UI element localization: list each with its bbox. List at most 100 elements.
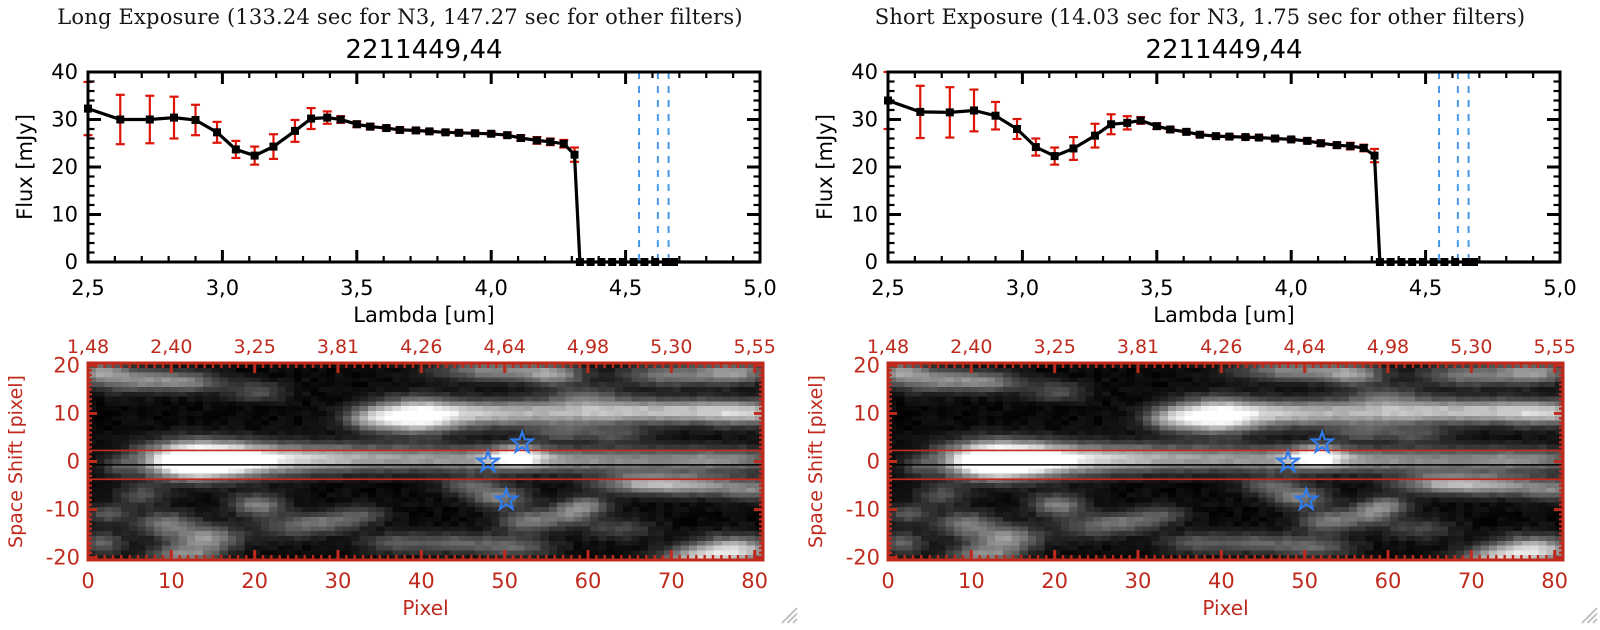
spectrum-ticks (86, 70, 762, 264)
x-tick-label: 2,5 (871, 276, 904, 300)
error-bars (883, 70, 1380, 166)
y-tick-label: 20 (51, 155, 78, 179)
pixel-tick-label: 0 (81, 569, 94, 593)
plot-overlay: 2211449,44 2,5 3,0 3,5 4,0 4,5 5,0 0 10 20 30 40 Lam… (5, 35, 798, 624)
flux-marker (559, 139, 568, 148)
wavelength-tick-label: 4,64 (1284, 336, 1326, 358)
pixel-tick-label: 10 (158, 569, 185, 593)
flux-marker (1287, 135, 1296, 144)
wavelength-tick-label: 5,30 (1450, 336, 1492, 358)
flux-marker (290, 126, 299, 135)
wavelength-tick-label: 3,25 (234, 336, 276, 358)
flux-marker (1031, 143, 1040, 152)
y-tick-label: 0 (865, 250, 878, 274)
space-shift-tick-label: 10 (853, 401, 880, 425)
spectrum-short: 2211449,44 2,5 3,0 3,5 4,0 4,5 5,0 0 10 20 30 40 Lam… (813, 35, 1577, 327)
x-tick-label: 5,0 (1543, 276, 1576, 300)
image-ticks (86, 363, 765, 560)
window-long-exposure: Long Exposure (133.24 sec for N3, 147.27… (5, 5, 798, 624)
flux-marker (145, 115, 154, 124)
resize-grip-line (781, 607, 798, 624)
pixel-tick-label: 20 (1041, 569, 1068, 593)
flux-marker (471, 129, 480, 138)
flux-marker (1303, 136, 1312, 145)
wavelength-tick-label: 2,40 (950, 336, 992, 358)
flux-marker (213, 128, 222, 137)
flux-marker (1166, 125, 1175, 134)
flux-marker (970, 106, 979, 115)
flux-marker (336, 115, 345, 124)
pixel-tick-label: 80 (1541, 569, 1568, 593)
flux-marker (570, 150, 579, 159)
x-tick-label: 3,5 (1140, 276, 1173, 300)
window-short-exposure: Short Exposure (14.03 sec for N3, 1.75 s… (800, 0, 1600, 630)
wavelength-tick-label: 1,48 (867, 336, 909, 358)
y-tick-label: 20 (851, 155, 878, 179)
wavelength-tick-label: 3,81 (1117, 336, 1159, 358)
window-title: Long Exposure (133.24 sec for N3, 147.27… (57, 5, 743, 29)
flux-marker (945, 108, 954, 117)
pixel-tick-label: 60 (575, 569, 602, 593)
flux-marker (395, 125, 404, 134)
x-tick-label: 4,5 (1409, 276, 1442, 300)
flux-marker (231, 145, 240, 154)
flux-marker (503, 131, 512, 140)
y-axis-label: Flux [mJy] (813, 114, 837, 220)
star-marker (1274, 447, 1302, 474)
wavelength-tick-label: 2,40 (150, 336, 192, 358)
pixel-tick-label: 30 (325, 569, 352, 593)
wavelength-tick-label: 4,26 (400, 336, 442, 358)
flux-marker (516, 134, 525, 143)
resize-grip-line (786, 612, 798, 624)
flux-marker (1123, 118, 1132, 127)
x-tick-label: 3,0 (1006, 276, 1039, 300)
flux-marker (1332, 141, 1341, 150)
y-tick-label: 0 (65, 250, 78, 274)
flux-marker (1090, 131, 1099, 140)
flux-marker (1211, 132, 1220, 141)
flux-marker (546, 137, 555, 146)
space-shift-tick-label: -20 (46, 546, 80, 570)
resize-grip-line (1586, 612, 1598, 624)
space-shift-tick-label: -10 (46, 498, 80, 522)
flux-marker (269, 142, 278, 151)
x-tick-label: 4,0 (474, 276, 507, 300)
flux-marker (1346, 142, 1355, 151)
flux-marker (532, 136, 541, 145)
wavelength-tick-label: 3,81 (317, 336, 359, 358)
y-tick-label: 30 (51, 108, 78, 132)
flux-marker (1271, 134, 1280, 143)
space-shift-tick-label: -10 (846, 498, 880, 522)
space-shift-axis-label: Space Shift [pixel] (805, 375, 827, 548)
pixel-tick-label: 70 (658, 569, 685, 593)
wavelength-tick-label: 4,98 (1367, 336, 1409, 358)
pixel-tick-label: 10 (958, 569, 985, 593)
flux-marker (425, 127, 434, 136)
x-tick-label: 5,0 (743, 276, 776, 300)
space-shift-tick-label: 0 (67, 450, 80, 474)
filter-wavelength-lines (1438, 72, 1470, 262)
flux-marker (250, 151, 259, 160)
space-shift-tick-label: 20 (853, 353, 880, 377)
star-marker (1292, 485, 1320, 512)
flux-marker (170, 113, 179, 122)
image-long: 0 10 20 30 40 50 60 70 80 1,48 2,40 3,25 3,81 4,26 4,6… (5, 336, 776, 620)
star-marker (1308, 428, 1336, 455)
wavelength-tick-label: 3,25 (1034, 336, 1076, 358)
y-tick-label: 40 (51, 60, 78, 84)
y-tick-label: 10 (51, 203, 78, 227)
flux-marker (991, 111, 1000, 120)
image-ticks (886, 363, 1565, 560)
pixel-tick-label: 40 (408, 569, 435, 593)
wavelength-tick-label: 4,64 (484, 336, 526, 358)
wavelength-tick-label: 5,30 (650, 336, 692, 358)
x-tick-label: 3,0 (206, 276, 239, 300)
flux-marker (1152, 122, 1161, 131)
window-resize-grip[interactable] (781, 607, 798, 624)
flux-marker (1107, 120, 1116, 129)
window-resize-grip[interactable] (1581, 607, 1598, 624)
flux-marker (916, 107, 925, 116)
flux-marker (1370, 151, 1379, 160)
x-tick-label: 3,5 (340, 276, 373, 300)
